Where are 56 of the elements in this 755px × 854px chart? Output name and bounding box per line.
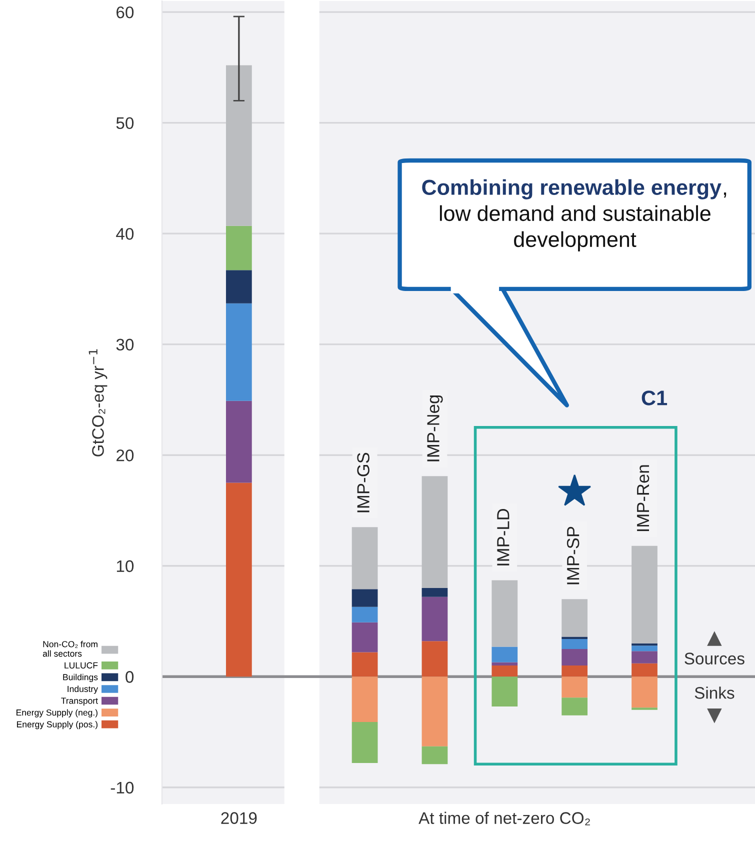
x-tick-label: IMP-LD bbox=[497, 508, 510, 566]
x-tick-label: IMP-SP bbox=[566, 526, 580, 584]
annotation: C1 bbox=[642, 390, 668, 406]
x-tick-label: IMP-Ren bbox=[637, 465, 650, 532]
bar bbox=[632, 643, 658, 646]
legend-label: Buildings bbox=[63, 674, 98, 682]
bar bbox=[422, 641, 448, 677]
bar bbox=[632, 676, 658, 708]
bar bbox=[562, 676, 588, 698]
bar bbox=[422, 476, 448, 588]
bar bbox=[632, 663, 658, 677]
bar bbox=[492, 676, 518, 707]
bar bbox=[492, 666, 518, 677]
legend-label: Energy Supply (neg.) bbox=[16, 709, 98, 718]
annotation: Sources bbox=[684, 652, 744, 664]
bar bbox=[352, 676, 378, 722]
bar bbox=[632, 646, 658, 652]
bar bbox=[562, 666, 588, 677]
legend-label: Transport bbox=[61, 698, 98, 706]
bar bbox=[562, 648, 588, 666]
bar bbox=[492, 646, 518, 662]
bar bbox=[352, 606, 378, 622]
y-tick-label: 0 bbox=[126, 671, 134, 683]
y-tick-label: 30 bbox=[116, 338, 134, 351]
x-tick-label: IMP-Neg bbox=[427, 395, 443, 462]
y-tick-label: 40 bbox=[116, 228, 134, 240]
bar bbox=[422, 588, 448, 597]
bar bbox=[352, 527, 378, 590]
annotation: Sinks bbox=[694, 686, 734, 699]
bar bbox=[562, 698, 588, 716]
bar bbox=[632, 651, 658, 664]
bar bbox=[492, 662, 518, 666]
bar bbox=[632, 546, 658, 644]
x-tick-label: 2019 bbox=[221, 812, 257, 824]
bar bbox=[422, 746, 448, 764]
text: At time of net-zero CO₂ bbox=[418, 812, 590, 826]
y-tick-label: 20 bbox=[116, 450, 134, 462]
bar bbox=[352, 589, 378, 607]
x-tick-label: IMP-GS bbox=[357, 452, 370, 512]
bar bbox=[422, 596, 448, 642]
legend-label: Industry bbox=[68, 686, 98, 694]
bar bbox=[352, 652, 378, 677]
legend-label: Non-CO₂ from all sectors bbox=[42, 640, 98, 657]
bar bbox=[422, 676, 448, 746]
bar bbox=[352, 622, 378, 652]
bar bbox=[562, 638, 588, 649]
y-tick-label: 10 bbox=[116, 560, 134, 572]
legend-label: LULUCF bbox=[64, 662, 98, 668]
y-tick-label: 60 bbox=[116, 6, 134, 18]
y-tick-label: 50 bbox=[116, 117, 134, 130]
y-tick-label: -10 bbox=[110, 782, 134, 794]
legend-label: Energy Supply (pos.) bbox=[17, 721, 98, 730]
bar bbox=[492, 580, 518, 647]
y-axis-title: GtCO₂-eq yr$^{−1}$ bbox=[88, 349, 108, 456]
bar bbox=[562, 599, 588, 637]
bar bbox=[352, 722, 378, 764]
